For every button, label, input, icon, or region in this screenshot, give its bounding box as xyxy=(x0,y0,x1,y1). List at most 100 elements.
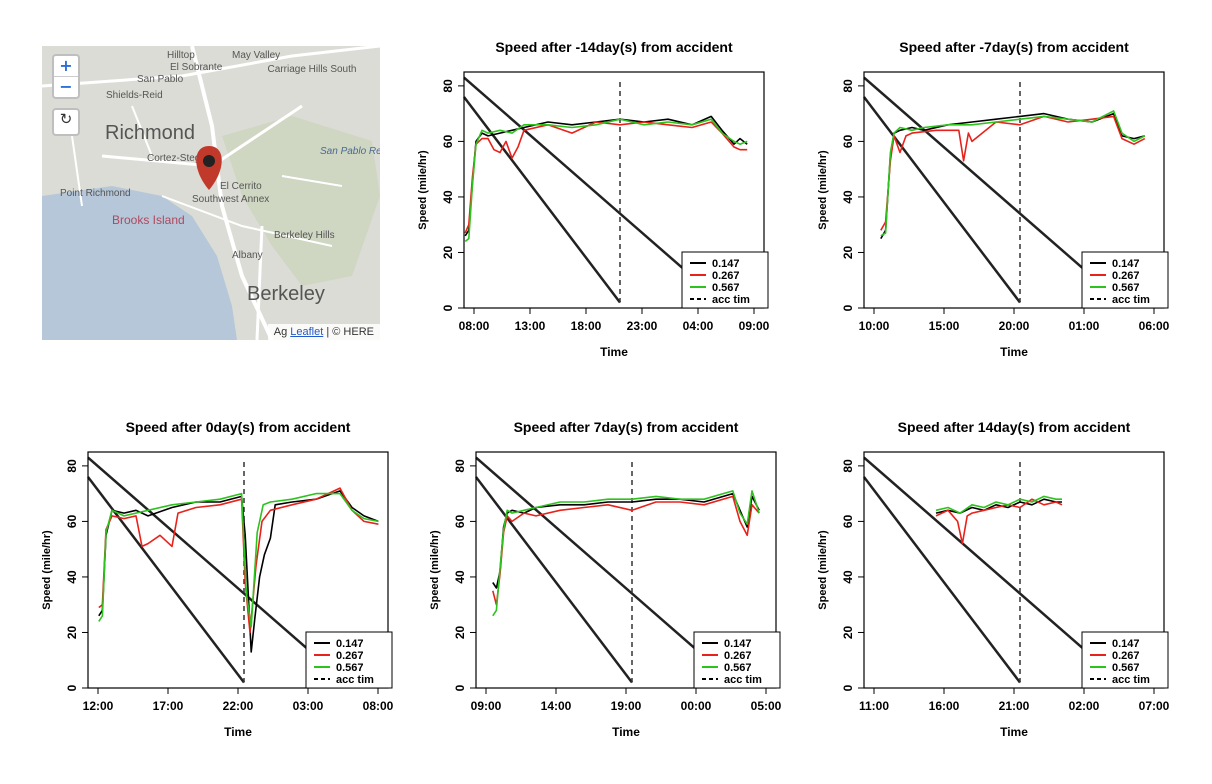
x-axis-label: Time xyxy=(1000,345,1028,359)
plot-area xyxy=(463,76,748,304)
map-label: Carriage Hills South xyxy=(268,64,357,75)
diagonal-line xyxy=(863,96,1021,304)
legend-label: 0.147 xyxy=(724,638,752,650)
x-tick-label: 21:00 xyxy=(999,699,1030,713)
legend-label: acc tim xyxy=(724,674,762,686)
chart-minus-7-days: Speed after -7day(s) from accident 10:00 1… xyxy=(792,24,1172,404)
x-tick-label: 20:00 xyxy=(999,319,1030,333)
legend-label: 0.567 xyxy=(1112,282,1140,294)
x-tick-label: 14:00 xyxy=(541,699,572,713)
map-tiles: Hilltop El Sobrante May Valley Carriage … xyxy=(42,46,380,340)
map-widget[interactable]: Hilltop El Sobrante May Valley Carriage … xyxy=(42,46,380,340)
y-tick-label: 40 xyxy=(453,570,467,584)
series-line-0.567 xyxy=(492,490,760,617)
x-tick-label: 03:00 xyxy=(293,699,324,713)
legend-label: 0.567 xyxy=(724,662,752,674)
legend-box xyxy=(1081,631,1169,689)
x-tick-label: 00:00 xyxy=(681,699,712,713)
map-label: El Sobrante xyxy=(170,62,223,73)
map-label: Brooks Island xyxy=(112,213,185,227)
reset-view-icon[interactable]: ↻ xyxy=(52,108,80,136)
map-label: May Valley xyxy=(232,50,280,61)
diagonal-line xyxy=(863,476,1021,684)
zoom-out-button[interactable]: − xyxy=(54,76,78,97)
series-line-0.567 xyxy=(464,118,748,243)
x-tick-label: 01:00 xyxy=(1069,319,1100,333)
x-axis-label: Time xyxy=(1000,725,1028,739)
map-label: Albany xyxy=(232,250,263,261)
legend-label: 0.267 xyxy=(1112,650,1140,662)
zoom-in-button[interactable]: + xyxy=(59,56,73,75)
x-tick-label: 16:00 xyxy=(929,699,960,713)
y-tick-label: 80 xyxy=(453,459,467,473)
map-label: Southwest Annex xyxy=(192,194,269,205)
chart-svg: Speed after 0day(s) from accident 12:00 17… xyxy=(41,419,394,739)
plot-area xyxy=(475,456,760,684)
diagonal-line xyxy=(463,96,621,304)
x-tick-label: 09:00 xyxy=(739,319,770,333)
leaflet-link[interactable]: Leaflet xyxy=(290,326,324,338)
chart-title: Speed after 14day(s) from accident xyxy=(898,419,1131,435)
y-axis-label: Speed (mile/hr) xyxy=(817,150,829,230)
legend-box xyxy=(681,251,769,309)
y-tick-label: 0 xyxy=(841,304,855,311)
legend-label: acc tim xyxy=(336,674,374,686)
diagonal-line xyxy=(863,456,1123,684)
legend-label: 0.567 xyxy=(1112,662,1140,674)
map-label: Hilltop xyxy=(167,50,195,61)
diagonal-line xyxy=(475,456,735,684)
series-line-0.147 xyxy=(98,490,379,653)
x-tick-label: 19:00 xyxy=(611,699,642,713)
x-axis-label: Time xyxy=(224,725,252,739)
chart-svg: Speed after 14day(s) from accident 11:00 1… xyxy=(817,419,1170,739)
series-line-0.267 xyxy=(464,121,748,234)
plot-area xyxy=(87,456,379,684)
x-tick-label: 05:00 xyxy=(751,699,782,713)
map-label: Berkeley Hills xyxy=(274,230,335,241)
legend-label: 0.267 xyxy=(1112,270,1140,282)
y-axis-label: Speed (mile/hr) xyxy=(429,530,441,610)
legend-label: 0.267 xyxy=(724,650,752,662)
y-tick-label: 40 xyxy=(841,190,855,204)
y-tick-label: 60 xyxy=(841,514,855,528)
chart-title: Speed after -14day(s) from accident xyxy=(495,39,733,55)
y-axis-label: Speed (mile/hr) xyxy=(417,150,429,230)
chart-svg: Speed after -14day(s) from accident 08:00… xyxy=(417,39,770,359)
x-tick-label: 23:00 xyxy=(627,319,658,333)
chart-minus-14-days: Speed after -14day(s) from accident 08:00… xyxy=(392,24,772,404)
map-label: El Cerrito xyxy=(220,181,262,192)
map-label: San Pablo xyxy=(137,74,184,85)
plot-frame xyxy=(863,71,1165,309)
y-tick-label: 60 xyxy=(441,134,455,148)
series-line-0.567 xyxy=(98,492,379,628)
map-label: Richmond xyxy=(105,122,195,144)
diagonal-line xyxy=(475,476,633,684)
y-tick-label: 0 xyxy=(441,304,455,311)
legend-label: 0.567 xyxy=(712,282,740,294)
y-tick-label: 40 xyxy=(65,570,79,584)
y-tick-label: 20 xyxy=(841,625,855,639)
map-attribution: Ag Leaflet | © HERE xyxy=(267,324,380,340)
legend-label: 0.567 xyxy=(336,662,364,674)
series-line-0.567 xyxy=(880,110,1146,237)
y-tick-label: 0 xyxy=(453,684,467,691)
diagonal-line xyxy=(87,456,347,684)
plot-frame xyxy=(863,451,1165,689)
y-tick-label: 20 xyxy=(453,625,467,639)
x-axis-label: Time xyxy=(600,345,628,359)
plot-frame xyxy=(463,71,765,309)
chart-title: Speed after -7day(s) from accident xyxy=(899,39,1129,55)
legend-box xyxy=(693,631,781,689)
y-tick-label: 20 xyxy=(841,245,855,259)
x-tick-label: 22:00 xyxy=(223,699,254,713)
legend-label: 0.147 xyxy=(1112,638,1140,650)
map-marker-icon[interactable] xyxy=(196,146,222,190)
map-label: Cortez-Stege xyxy=(147,153,206,164)
x-tick-label: 07:00 xyxy=(1139,699,1170,713)
x-tick-label: 18:00 xyxy=(571,319,602,333)
series-line-0.267 xyxy=(935,498,1063,545)
